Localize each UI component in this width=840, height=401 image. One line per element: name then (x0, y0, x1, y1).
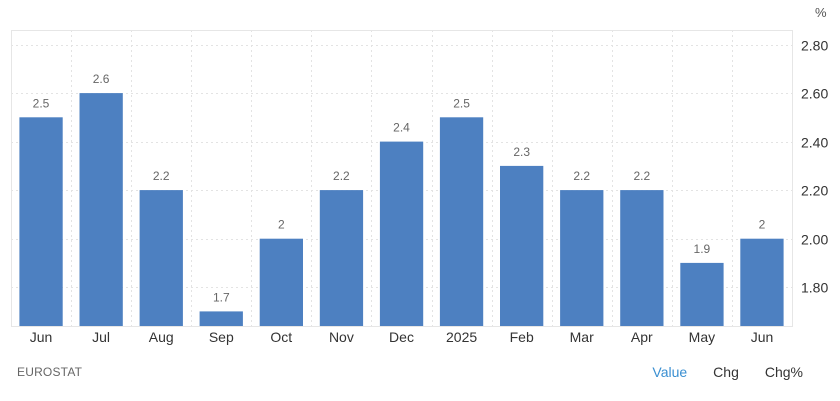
x-tick-label: Mar (570, 329, 594, 345)
x-tick-label: Dec (389, 329, 414, 345)
bar[interactable] (19, 117, 63, 326)
x-tick-label: Apr (631, 329, 653, 345)
data-label: 2.2 (333, 169, 350, 183)
bar[interactable] (319, 190, 364, 326)
view-tabs: Value Chg Chg% (626, 364, 803, 380)
y-tick-label: 2.00 (801, 232, 828, 248)
y-tick-label: 1.80 (801, 280, 828, 296)
bar[interactable] (680, 262, 724, 326)
data-label: 2.4 (393, 121, 410, 135)
x-tick-label: Oct (270, 329, 292, 345)
data-label: 2.5 (33, 96, 50, 110)
data-label: 2.2 (573, 169, 590, 183)
data-label: 1.9 (694, 242, 711, 256)
bar[interactable] (379, 141, 424, 326)
y-axis-ticks: 1.80 2.00 2.20 2.40 2.60 2.80 (801, 38, 828, 296)
x-axis-ticks: Jun Jul Aug Sep Oct Nov Dec 2025 Feb Mar Apr May Jun (30, 329, 774, 345)
data-label: 2.2 (153, 169, 170, 183)
data-label: 2 (759, 218, 766, 232)
bars (19, 93, 784, 326)
tab-value[interactable]: Value (652, 364, 688, 380)
data-label: 2.2 (633, 169, 650, 183)
x-tick-label: Feb (510, 329, 534, 345)
bar[interactable] (500, 165, 544, 326)
bar[interactable] (199, 311, 243, 326)
plot-frame (11, 30, 793, 327)
data-label: 2.3 (513, 145, 530, 159)
tab-chg[interactable]: Chg (713, 364, 739, 380)
x-tick-label: Jun (30, 329, 53, 345)
y-tick-label: 2.60 (801, 86, 828, 102)
bar[interactable] (139, 190, 183, 326)
data-label: 2.5 (453, 96, 470, 110)
x-tick-label: Jun (751, 329, 774, 345)
y-unit-label: % (815, 5, 827, 20)
y-tick-label: 2.40 (801, 135, 828, 151)
data-label: 2.6 (93, 72, 110, 86)
data-labels: 2.5 2.6 2.2 1.7 2 2.2 2.4 2.5 2.3 2.2 2.2 1.9 2 (33, 72, 766, 304)
bar[interactable] (620, 190, 664, 326)
source-label: EUROSTAT (17, 365, 83, 379)
y-tick-label: 2.80 (801, 38, 828, 54)
data-label: 2 (278, 218, 285, 232)
tab-chg-percent[interactable]: Chg% (764, 364, 803, 380)
x-tick-label: Aug (149, 329, 174, 345)
x-tick-label: May (689, 329, 715, 345)
x-tick-label: Nov (329, 329, 354, 345)
x-tick-label: Sep (209, 329, 234, 345)
y-tick-label: 2.20 (801, 183, 828, 199)
x-tick-label: 2025 (446, 329, 477, 345)
bar[interactable] (439, 117, 484, 326)
data-label: 1.7 (213, 290, 230, 304)
x-tick-label: Jul (92, 329, 110, 345)
bar[interactable] (79, 93, 123, 326)
bar[interactable] (740, 238, 784, 326)
bar[interactable] (259, 238, 303, 326)
bar[interactable] (560, 190, 604, 326)
